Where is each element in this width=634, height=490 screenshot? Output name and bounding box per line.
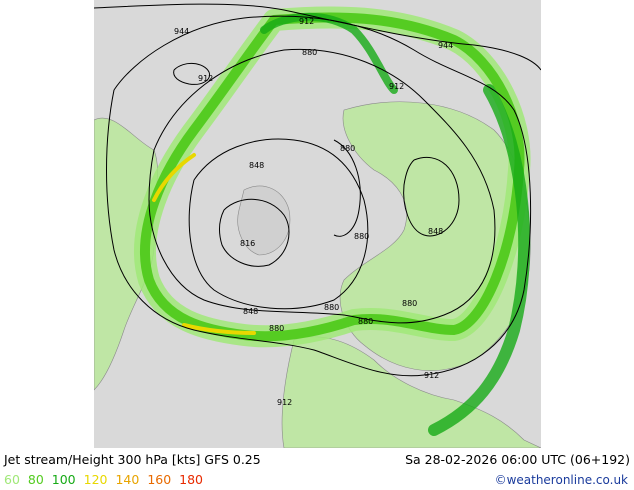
legend-item: 100: [51, 472, 76, 487]
map-svg: 944 912 880 944 912 912 880 848 880 848 …: [94, 0, 541, 448]
land-europe-south: [281, 336, 541, 448]
contour-label: 848: [428, 227, 443, 236]
jet-band-core-2: [182, 323, 256, 335]
contour-label: 912: [389, 82, 404, 91]
contour-label: 848: [243, 307, 258, 316]
legend-item: 160: [147, 472, 172, 487]
contour-848-east: [403, 156, 460, 237]
legend-item: 80: [27, 472, 44, 487]
credit-link[interactable]: ©weatheronline.co.uk: [494, 473, 628, 487]
contour-label: 880: [354, 232, 369, 241]
contour-label: 880: [402, 299, 417, 308]
contour-label: 944: [438, 41, 453, 50]
contour-912-outer: [106, 15, 532, 377]
contour-label: 880: [340, 144, 355, 153]
contour-label: 944: [174, 27, 189, 36]
land-greenland: [237, 185, 291, 256]
jet-band-core: [152, 153, 196, 202]
height-contours: [94, 3, 541, 377]
contour-848: [188, 138, 369, 310]
legend-item: 180: [179, 472, 204, 487]
contour-880-east: [333, 139, 361, 237]
legend-item: 60: [4, 472, 20, 487]
legend-item: 120: [83, 472, 108, 487]
contour-944: [94, 3, 541, 71]
contour-label: 880: [302, 48, 317, 57]
jet-band-mid: [140, 12, 525, 342]
contour-label: 816: [240, 239, 255, 248]
map-title: Jet stream/Height 300 hPa [kts] GFS 0.25: [4, 452, 261, 467]
contour-label: 880: [269, 324, 284, 333]
legend-item: 140: [115, 472, 140, 487]
contour-label: 912: [198, 74, 213, 83]
map-timestamp: Sa 28-02-2026 06:00 UTC (06+192): [405, 452, 630, 467]
contour-labels: 944 912 880 944 912 912 880 848 880 848 …: [174, 17, 453, 407]
speed-legend: 60 80 100 120 140 160 180: [4, 472, 207, 487]
jet-band-east: [428, 84, 531, 436]
contour-label: 848: [249, 161, 264, 170]
contour-880: [148, 48, 496, 324]
contour-label: 880: [358, 317, 373, 326]
contour-label: 880: [324, 303, 339, 312]
jet-band-top: [260, 12, 398, 94]
jet-bands: [134, 6, 531, 436]
jet-stream-map: 944 912 880 944 912 912 880 848 880 848 …: [94, 0, 541, 448]
contour-label: 912: [424, 371, 439, 380]
contour-label: 912: [277, 398, 292, 407]
contour-912-loop: [173, 63, 211, 85]
contour-816: [219, 198, 290, 267]
contour-label: 912: [299, 17, 314, 26]
